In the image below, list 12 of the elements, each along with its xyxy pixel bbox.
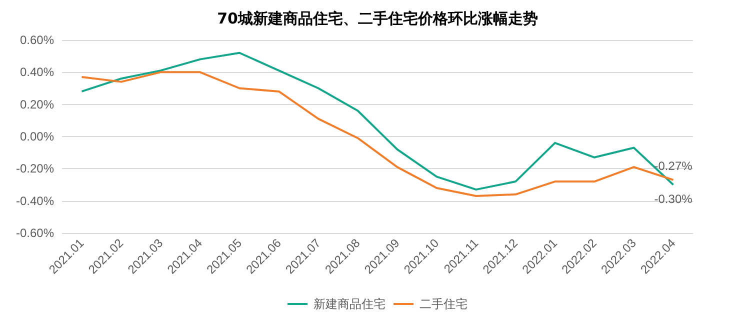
legend-label: 新建商品住宅 <box>314 297 386 311</box>
y-tick-label: -0.60% <box>16 226 54 240</box>
y-tick-label: 0.40% <box>20 65 54 80</box>
y-tick-label: 0.00% <box>20 130 54 144</box>
data-label: -0.27% <box>654 158 693 173</box>
chart-title: 70城新建商品住宅、二手住宅价格环比涨幅走势 <box>217 10 538 28</box>
y-tick-label: 0.60% <box>20 33 54 47</box>
y-tick-label: -0.20% <box>16 162 54 176</box>
y-tick-label: 0.20% <box>20 97 54 112</box>
y-tick-label: -0.40% <box>16 194 54 208</box>
data-label: -0.30% <box>654 192 693 206</box>
legend-label: 二手住宅 <box>420 297 468 311</box>
